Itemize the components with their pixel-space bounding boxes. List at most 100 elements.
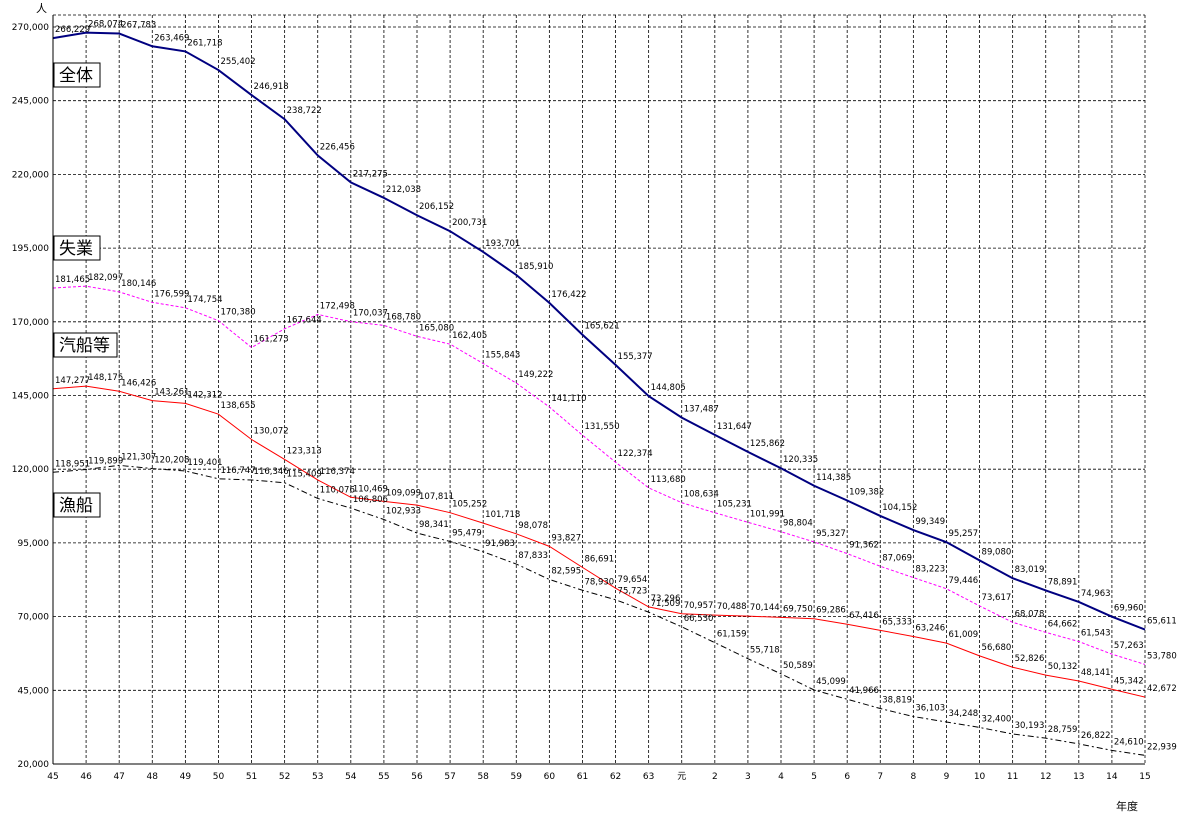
x-tick-label: 59 <box>511 772 523 782</box>
y-tick-label: 120,000 <box>12 465 49 475</box>
data-label: 61,159 <box>717 630 747 640</box>
data-label: 110,469 <box>353 484 388 494</box>
data-label: 98,341 <box>419 520 449 530</box>
data-label: 82,595 <box>551 566 581 576</box>
data-label: 130,072 <box>254 427 289 437</box>
x-tick-label: 13 <box>1073 772 1084 782</box>
data-label: 75,723 <box>618 587 648 597</box>
data-label: 26,822 <box>1081 731 1111 741</box>
data-label: 263,469 <box>154 33 189 43</box>
data-label: 73,617 <box>982 593 1012 603</box>
data-label: 24,610 <box>1114 737 1144 747</box>
series-name: 全体 <box>59 66 93 86</box>
x-tick-label: 7 <box>877 772 883 782</box>
series-line-2 <box>52 285 1146 665</box>
y-tick-label: 145,000 <box>12 392 49 402</box>
data-label: 63,246 <box>915 624 945 634</box>
data-label: 180,146 <box>121 279 156 289</box>
data-label: 91,983 <box>485 539 515 549</box>
data-label: 69,286 <box>816 606 846 616</box>
data-label: 266,229 <box>55 25 90 35</box>
x-tick-label: 15 <box>1139 772 1150 782</box>
data-label: 226,456 <box>320 142 355 152</box>
data-label: 193,701 <box>485 239 520 249</box>
data-label: 165,621 <box>584 322 619 332</box>
x-tick-label: 56 <box>411 772 423 782</box>
data-label: 101,718 <box>485 510 520 520</box>
data-label: 86,691 <box>584 554 614 564</box>
series-name-frame <box>53 332 118 358</box>
data-label: 32,400 <box>982 714 1012 724</box>
data-label: 147,277 <box>55 376 90 386</box>
data-label: 50,589 <box>783 661 813 671</box>
data-label: 125,862 <box>750 439 785 449</box>
data-label: 30,193 <box>1015 721 1045 731</box>
data-label: 70,488 <box>717 602 747 612</box>
data-label: 78,930 <box>584 577 614 587</box>
y-tick-label: 220,000 <box>12 170 49 180</box>
data-label: 149,222 <box>518 370 553 380</box>
data-label: 141,110 <box>551 394 586 404</box>
data-label: 87,069 <box>882 553 912 563</box>
data-label: 212,038 <box>386 185 421 195</box>
data-label: 45,342 <box>1114 676 1144 686</box>
series-name: 失業 <box>59 239 93 259</box>
x-tick-label: 63 <box>643 772 654 782</box>
data-label: 98,078 <box>518 521 548 531</box>
data-label: 28,759 <box>1048 725 1078 735</box>
data-label: 98,804 <box>783 519 813 529</box>
data-label: 89,080 <box>982 547 1012 557</box>
x-unit-label: 年度 <box>1116 799 1138 813</box>
data-label: 95,257 <box>948 529 978 539</box>
data-label: 170,380 <box>220 308 255 318</box>
data-label: 41,966 <box>849 686 879 696</box>
data-label: 217,275 <box>353 169 388 179</box>
x-tick-label: 14 <box>1106 772 1118 782</box>
data-label: 70,957 <box>684 601 714 611</box>
y-tick-label: 70,000 <box>18 613 50 623</box>
data-label: 22,939 <box>1147 742 1177 752</box>
data-label: 64,662 <box>1048 619 1078 629</box>
series-line-4 <box>52 464 1146 756</box>
data-label: 95,479 <box>452 528 482 538</box>
data-label: 68,078 <box>1015 609 1045 619</box>
data-label: 65,333 <box>882 617 912 627</box>
y-tick-label: 45,000 <box>18 686 50 696</box>
data-label: 102,933 <box>386 507 421 517</box>
data-label: 38,819 <box>882 696 912 706</box>
data-label: 53,780 <box>1147 651 1177 661</box>
x-tick-label: 6 <box>844 772 850 782</box>
series-name-frame <box>53 492 101 518</box>
x-tick-label: 54 <box>345 772 357 782</box>
y-tick-label: 95,000 <box>18 539 50 549</box>
series-name-box: 漁船 <box>53 492 101 518</box>
grid <box>52 14 1146 765</box>
x-tick-label: 2 <box>712 772 718 782</box>
data-label: 67,416 <box>849 611 879 621</box>
data-label: 116,747 <box>220 466 255 476</box>
data-label: 109,382 <box>849 488 884 498</box>
data-label: 170,037 <box>353 309 388 319</box>
data-label: 73,296 <box>651 594 681 604</box>
x-tick-label: 57 <box>444 772 455 782</box>
x-tick-label: 4 <box>778 772 784 782</box>
data-label: 181,465 <box>55 275 90 285</box>
y-tick-label: 170,000 <box>12 318 49 328</box>
y-tick-label: 20,000 <box>18 760 50 770</box>
data-label: 120,208 <box>154 456 189 466</box>
data-label: 238,722 <box>287 106 322 116</box>
data-label: 148,175 <box>88 373 123 383</box>
x-tick-label: 元 <box>677 772 686 782</box>
data-label: 155,843 <box>485 351 520 361</box>
data-label: 114,385 <box>816 473 851 483</box>
series-name-box: 全体 <box>53 62 101 88</box>
data-label: 165,080 <box>419 323 454 333</box>
x-tick-label: 45 <box>47 772 58 782</box>
data-label: 108,634 <box>684 490 719 500</box>
data-label: 83,223 <box>915 565 945 575</box>
axes: 20,000 45,000 70,000 95,000 120,000 145,000 17… <box>12 2 1151 813</box>
data-label: 104,152 <box>882 503 917 513</box>
data-label: 99,349 <box>915 517 945 527</box>
data-label: 182,097 <box>88 273 123 283</box>
